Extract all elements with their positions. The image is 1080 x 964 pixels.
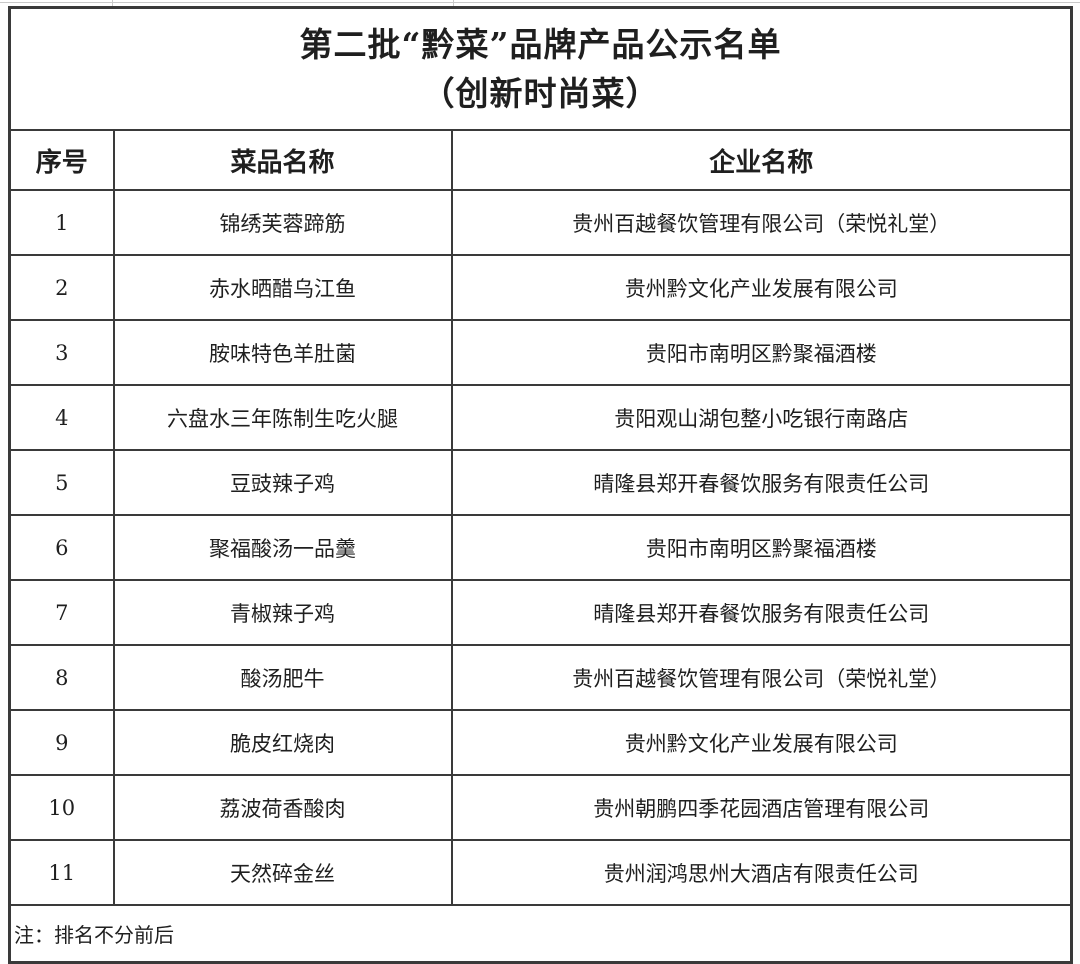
- row-no: 2: [8, 254, 115, 321]
- spreadsheet-gridline-horizontal: [0, 2, 1080, 3]
- row-no: 8: [8, 644, 115, 711]
- row-company: 晴隆县郑开春餐饮服务有限责任公司: [450, 449, 1073, 516]
- row-no: 9: [8, 709, 115, 776]
- row-dish: 六盘水三年陈制生吃火腿: [112, 384, 453, 451]
- row-no: 5: [8, 449, 115, 516]
- table-row: 3 胺味特色羊肚菌 贵阳市南明区黔聚福酒楼: [8, 319, 1073, 386]
- row-company: 贵州百越餐饮管理有限公司（荣悦礼堂）: [450, 644, 1073, 711]
- row-no: 3: [8, 319, 115, 386]
- row-company: 贵州润鸿思州大酒店有限责任公司: [450, 839, 1073, 906]
- table-row: 10 荔波荷香酸肉 贵州朝鹏四季花园酒店管理有限公司: [8, 774, 1073, 841]
- row-dish: 青椒辣子鸡: [112, 579, 453, 646]
- row-company: 贵州百越餐饮管理有限公司（荣悦礼堂）: [450, 189, 1073, 256]
- table-row: 1 锦绣芙蓉蹄筋 贵州百越餐饮管理有限公司（荣悦礼堂）: [8, 189, 1073, 256]
- row-no: 1: [8, 189, 115, 256]
- row-no: 6: [8, 514, 115, 581]
- table-row: 6 聚福酸汤一品羹 贵阳市南明区黔聚福酒楼: [8, 514, 1073, 581]
- row-company: 晴隆县郑开春餐饮服务有限责任公司: [450, 579, 1073, 646]
- table-row: 11 天然碎金丝 贵州润鸿思州大酒店有限责任公司: [8, 839, 1073, 906]
- table-title-line1: 第二批“黔菜”品牌产品公示名单: [299, 24, 782, 64]
- table-row: 7 青椒辣子鸡 晴隆县郑开春餐饮服务有限责任公司: [8, 579, 1073, 646]
- column-header-dish: 菜品名称: [112, 129, 453, 191]
- row-company: 贵阳观山湖包整小吃银行南路店: [450, 384, 1073, 451]
- row-no: 7: [8, 579, 115, 646]
- row-dish: 胺味特色羊肚菌: [112, 319, 453, 386]
- row-dish: 锦绣芙蓉蹄筋: [112, 189, 453, 256]
- row-dish: 聚福酸汤一品羹: [112, 514, 453, 581]
- table-title-line2: （创新时尚菜）: [421, 74, 660, 113]
- table-note-row: 注：排名不分前后: [8, 904, 1073, 964]
- row-company: 贵阳市南明区黔聚福酒楼: [450, 514, 1073, 581]
- table-row: 8 酸汤肥牛 贵州百越餐饮管理有限公司（荣悦礼堂）: [8, 644, 1073, 711]
- table-row: 2 赤水晒醋乌江鱼 贵州黔文化产业发展有限公司: [8, 254, 1073, 321]
- table-body: 1 锦绣芙蓉蹄筋 贵州百越餐饮管理有限公司（荣悦礼堂） 2 赤水晒醋乌江鱼 贵州黔文化产业…: [8, 189, 1073, 906]
- row-dish: 赤水晒醋乌江鱼: [112, 254, 453, 321]
- table-title-row: 第二批“黔菜”品牌产品公示名单 （创新时尚菜）: [8, 6, 1073, 131]
- column-header-no: 序号: [8, 129, 115, 191]
- row-company: 贵州黔文化产业发展有限公司: [450, 254, 1073, 321]
- row-no: 10: [8, 774, 115, 841]
- table-title: 第二批“黔菜”品牌产品公示名单 （创新时尚菜）: [8, 6, 1073, 131]
- row-dish: 荔波荷香酸肉: [112, 774, 453, 841]
- row-dish: 天然碎金丝: [112, 839, 453, 906]
- row-company: 贵州朝鹏四季花园酒店管理有限公司: [450, 774, 1073, 841]
- row-company: 贵州黔文化产业发展有限公司: [450, 709, 1073, 776]
- table-row: 9 脆皮红烧肉 贵州黔文化产业发展有限公司: [8, 709, 1073, 776]
- table-row: 4 六盘水三年陈制生吃火腿 贵阳观山湖包整小吃银行南路店: [8, 384, 1073, 451]
- row-company: 贵阳市南明区黔聚福酒楼: [450, 319, 1073, 386]
- row-dish: 豆豉辣子鸡: [112, 449, 453, 516]
- table-header-row: 序号 菜品名称 企业名称: [8, 129, 1073, 191]
- table-note: 注：排名不分前后: [8, 904, 1073, 964]
- row-dish: 酸汤肥牛: [112, 644, 453, 711]
- row-dish: 脆皮红烧肉: [112, 709, 453, 776]
- row-no: 4: [8, 384, 115, 451]
- table-row: 5 豆豉辣子鸡 晴隆县郑开春餐饮服务有限责任公司: [8, 449, 1073, 516]
- row-no: 11: [8, 839, 115, 906]
- column-header-company: 企业名称: [450, 129, 1073, 191]
- announcement-table: 第二批“黔菜”品牌产品公示名单 （创新时尚菜） 序号 菜品名称 企业名称 1 锦绣…: [8, 6, 1073, 964]
